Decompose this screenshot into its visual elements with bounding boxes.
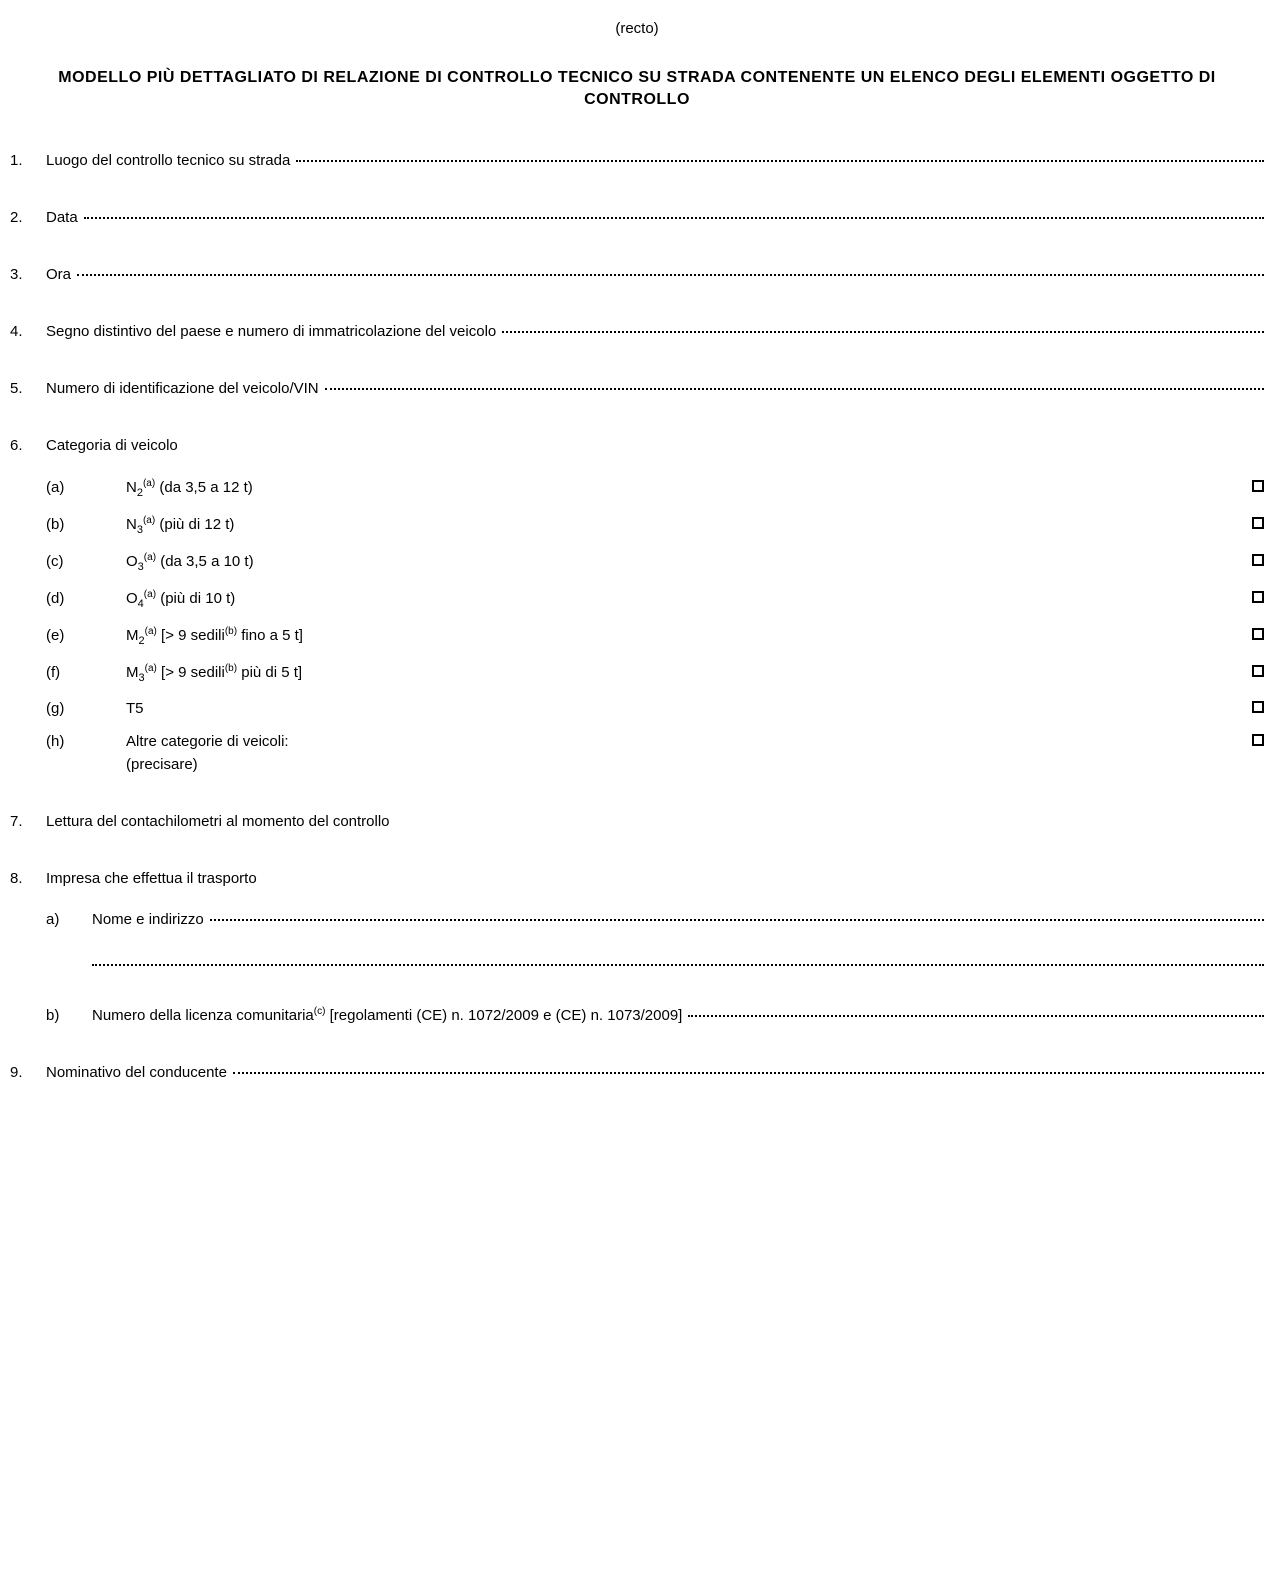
field-8: 8. Impresa che effettua il trasporto a) … — [10, 870, 1264, 1064]
field-1-input-line[interactable] — [296, 160, 1264, 162]
cat-c-letter: (c) — [46, 553, 126, 570]
cat-a-letter: (a) — [46, 479, 126, 496]
sub-8a-letter: a) — [46, 911, 92, 928]
cat-a-row: (a) N2(a) (da 3,5 a 12 t) — [46, 478, 1264, 499]
cat-h-text: Altre categorie di veicoli: (precisare) — [126, 733, 1234, 773]
field-5-label: Numero di identificazione del veicolo/VI… — [46, 380, 325, 397]
cat-d-row: (d) O4(a) (più di 10 t) — [46, 589, 1264, 610]
field-2-num: 2. — [10, 209, 46, 226]
sub-8a-input-line[interactable] — [210, 919, 1264, 921]
sub-8b-row: b) Numero della licenza comunitaria(c) [… — [46, 1006, 1264, 1024]
cat-b-letter: (b) — [46, 516, 126, 533]
cat-h-letter: (h) — [46, 733, 126, 750]
cat-c-row: (c) O3(a) (da 3,5 a 10 t) — [46, 552, 1264, 573]
field-3: 3. Ora — [10, 266, 1264, 283]
field-9: 9. Nominativo del conducente — [10, 1064, 1264, 1081]
field-5-input-line[interactable] — [325, 388, 1264, 390]
field-6-num: 6. — [10, 437, 46, 454]
field-3-input-line[interactable] — [77, 274, 1264, 276]
sub-8b-label: Numero della licenza comunitaria(c) [reg… — [92, 1006, 688, 1024]
field-7: 7. Lettura del contachilometri al moment… — [10, 813, 1264, 830]
cat-b-text: N3(a) (più di 12 t) — [126, 515, 1234, 536]
field-8-num: 8. — [10, 870, 46, 887]
sub-8b-input-line[interactable] — [688, 1015, 1264, 1017]
field-1-label: Luogo del controllo tecnico su strada — [46, 152, 296, 169]
cat-f-checkbox[interactable] — [1252, 665, 1264, 677]
cat-c-text: O3(a) (da 3,5 a 10 t) — [126, 552, 1234, 573]
cat-e-letter: (e) — [46, 627, 126, 644]
field-7-num: 7. — [10, 813, 46, 830]
field-8-label: Impresa che effettua il trasporto — [46, 870, 1264, 887]
cat-f-text: M3(a) [> 9 sedili(b) più di 5 t] — [126, 663, 1234, 684]
cat-g-row: (g) T5 — [46, 700, 1264, 717]
sub-8a-label: Nome e indirizzo — [92, 911, 210, 928]
cat-a-checkbox[interactable] — [1252, 480, 1264, 492]
cat-d-text: O4(a) (più di 10 t) — [126, 589, 1234, 610]
sub-8b-letter: b) — [46, 1007, 92, 1024]
main-title: MODELLO PIÙ DETTAGLIATO DI RELAZIONE DI … — [50, 67, 1224, 112]
field-7-label: Lettura del contachilometri al momento d… — [46, 813, 1264, 830]
cat-a-text: N2(a) (da 3,5 a 12 t) — [126, 478, 1234, 499]
recto-label: (recto) — [10, 20, 1264, 37]
cat-g-checkbox[interactable] — [1252, 701, 1264, 713]
cat-e-checkbox[interactable] — [1252, 628, 1264, 640]
cat-e-row: (e) M2(a) [> 9 sedili(b) fino a 5 t] — [46, 626, 1264, 647]
cat-g-letter: (g) — [46, 700, 126, 717]
cat-e-text: M2(a) [> 9 sedili(b) fino a 5 t] — [126, 626, 1234, 647]
cat-d-letter: (d) — [46, 590, 126, 607]
cat-f-row: (f) M3(a) [> 9 sedili(b) più di 5 t] — [46, 663, 1264, 684]
field-4: 4. Segno distintivo del paese e numero d… — [10, 323, 1264, 340]
field-4-num: 4. — [10, 323, 46, 340]
field-2-label: Data — [46, 209, 84, 226]
cat-c-checkbox[interactable] — [1252, 554, 1264, 566]
sub-8a-input-line-2[interactable] — [92, 964, 1264, 966]
cat-b-checkbox[interactable] — [1252, 517, 1264, 529]
field-9-num: 9. — [10, 1064, 46, 1081]
cat-h-checkbox[interactable] — [1252, 734, 1264, 746]
field-2: 2. Data — [10, 209, 1264, 226]
cat-h-row: (h) Altre categorie di veicoli: (precisa… — [46, 733, 1264, 773]
field-5-num: 5. — [10, 380, 46, 397]
field-9-input-line[interactable] — [233, 1072, 1264, 1074]
cat-f-letter: (f) — [46, 664, 126, 681]
field-3-num: 3. — [10, 266, 46, 283]
cat-g-text: T5 — [126, 700, 1234, 717]
field-5: 5. Numero di identificazione del veicolo… — [10, 380, 1264, 397]
field-3-label: Ora — [46, 266, 77, 283]
cat-b-row: (b) N3(a) (più di 12 t) — [46, 515, 1264, 536]
field-2-input-line[interactable] — [84, 217, 1264, 219]
field-6-label: Categoria di veicolo — [46, 437, 1264, 454]
field-1: 1. Luogo del controllo tecnico su strada — [10, 152, 1264, 169]
field-4-input-line[interactable] — [502, 331, 1264, 333]
field-1-num: 1. — [10, 152, 46, 169]
field-6: 6. Categoria di veicolo (a) N2(a) (da 3,… — [10, 437, 1264, 813]
field-9-label: Nominativo del conducente — [46, 1064, 233, 1081]
sub-8a-row: a) Nome e indirizzo — [46, 911, 1264, 928]
cat-d-checkbox[interactable] — [1252, 591, 1264, 603]
field-4-label: Segno distintivo del paese e numero di i… — [46, 323, 502, 340]
